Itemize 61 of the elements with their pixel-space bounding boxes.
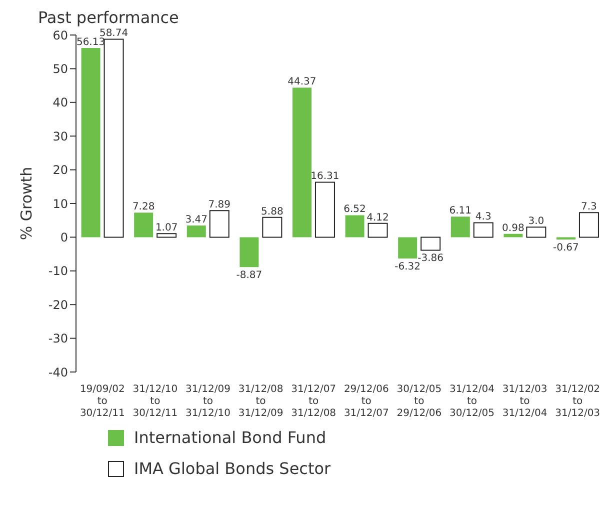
- x-tick-label: 31/12/10 to 30/12/11: [132, 384, 178, 419]
- bar: [526, 226, 546, 238]
- y-tick-label: 10: [52, 196, 68, 211]
- data-label: -0.67: [553, 242, 579, 254]
- bar: [345, 215, 364, 238]
- data-label: 7.3: [581, 202, 597, 213]
- x-tick-label: 31/12/03 to 31/12/04: [502, 384, 548, 419]
- data-label: 6.52: [344, 204, 366, 216]
- bar: [578, 212, 599, 238]
- data-label: 6.11: [449, 206, 472, 217]
- y-tick-label: 20: [52, 163, 68, 178]
- y-tick-label: 0: [60, 230, 68, 244]
- bar: [420, 236, 441, 251]
- legend-label: IMA Global Bonds Sector: [134, 459, 331, 478]
- bar: [134, 212, 154, 238]
- data-label: 0.98: [502, 222, 524, 234]
- data-label: 1.07: [155, 222, 178, 234]
- x-tick-label: 29/12/06 to 31/12/07: [344, 384, 389, 419]
- data-label: 3.47: [185, 214, 208, 226]
- data-label: 44.37: [288, 76, 316, 88]
- x-tick-label: 31/12/08 to 31/12/09: [238, 384, 284, 419]
- bar: [314, 182, 335, 238]
- data-label: 16.31: [310, 171, 340, 182]
- bar: [292, 88, 312, 238]
- x-tick-label: 30/12/05 to 29/12/06: [396, 384, 442, 419]
- x-tick-label: 19/09/02 to 30/12/11: [80, 384, 125, 419]
- y-axis-title: % Growth: [17, 166, 36, 240]
- y-tick-label: -20: [48, 298, 68, 312]
- bar: [504, 234, 523, 238]
- bar: [450, 216, 470, 238]
- x-tick-label: 31/12/02 to 31/12/03: [555, 384, 600, 419]
- x-tick-label: 31/12/09 to 31/12/10: [186, 384, 230, 419]
- y-tick-label: 50: [52, 62, 68, 76]
- x-tick-label: 31/12/07 to 31/12/08: [291, 384, 336, 419]
- bar: [104, 38, 124, 238]
- data-label: -8.87: [236, 270, 262, 282]
- y-tick-label: -30: [48, 332, 68, 346]
- bar: [81, 48, 100, 238]
- legend-label: International Bond Fund: [134, 428, 326, 447]
- y-tick-label: 60: [52, 28, 68, 42]
- bar: [186, 226, 206, 238]
- bar: [473, 222, 494, 238]
- bar: [209, 210, 230, 238]
- y-tick-label: 30: [52, 129, 68, 144]
- bar: [240, 237, 259, 268]
- chart-title: Past performance: [38, 8, 180, 27]
- data-label: -6.32: [394, 262, 421, 272]
- bar: [262, 216, 282, 238]
- data-label: 5.88: [261, 206, 284, 218]
- y-tick-label: 40: [52, 96, 68, 110]
- data-label: 7.28: [132, 202, 155, 213]
- x-tick-label: 31/12/04 to 30/12/05: [450, 384, 494, 419]
- data-label: 4.3: [475, 212, 492, 223]
- data-label: 7.89: [208, 200, 231, 211]
- bar: [398, 237, 418, 258]
- y-tick-label: -40: [48, 365, 68, 380]
- bar: [368, 222, 388, 238]
- data-label: 4.12: [366, 212, 389, 224]
- bar: [156, 233, 177, 238]
- y-tick-label: -10: [48, 264, 68, 278]
- data-label: 3.0: [528, 216, 544, 228]
